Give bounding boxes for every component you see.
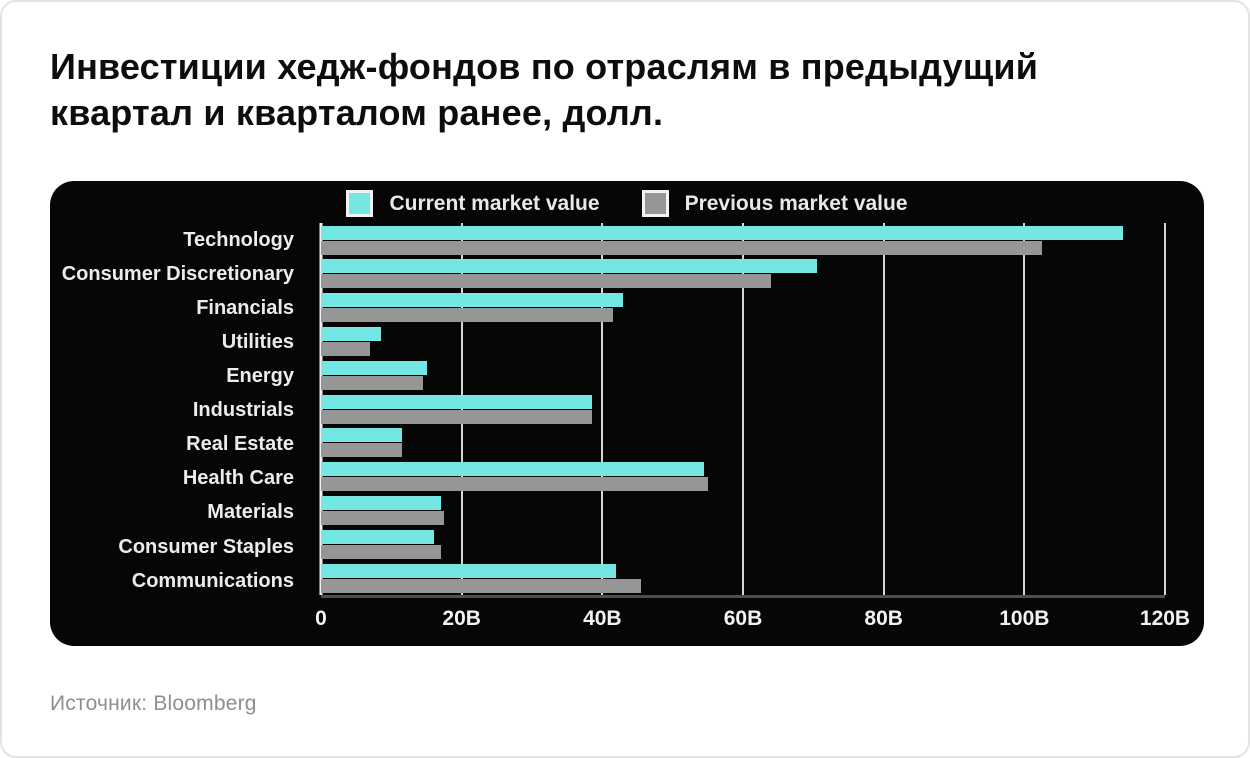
x-tick-label: 80B [864,607,903,631]
bar-current [321,327,381,341]
gridline [882,223,885,596]
gridline [319,223,323,596]
gridline [460,223,463,596]
bar-current [321,394,592,409]
category-label: Utilities [221,330,294,353]
bar-previous [321,342,371,356]
legend-item-previous: Previous market value [641,190,908,218]
x-tick-label: 60B [723,607,763,631]
page-title-line1: Инвестиции хедж-фондов по отраслям в пре… [50,46,1039,87]
bar-row [321,223,1165,257]
category-label: Health Care [182,467,294,490]
bar-current [321,462,705,477]
legend-swatch-previous-icon [641,190,669,218]
bar-previous [321,477,708,492]
bar-previous [321,375,423,390]
category-label: Financials [196,296,294,319]
x-tick-label: 100B [999,607,1050,631]
bar-row [321,291,1165,325]
gridline [1023,223,1026,596]
page-title: Инвестиции хедж-фондов по отраслям в пре… [50,44,1200,136]
bar-current [321,360,427,375]
legend-item-current: Current market value [346,190,600,218]
chart-panel: Current market value Previous market val… [50,181,1204,647]
gridline [1164,223,1166,596]
bar-current [321,259,817,274]
bar-previous [321,409,592,424]
category-labels: Technology Consumer Discretionary Financia… [50,223,308,598]
bar-previous [321,511,445,526]
x-tick-label: 20B [442,607,481,631]
bar-row [321,561,1165,595]
x-tick-label: 40B [583,607,622,631]
bar-previous [321,308,613,323]
category-label: Consumer Discretionary [61,262,294,285]
legend-swatch-current-icon [346,190,374,218]
bar-previous [321,443,402,458]
bar-row [321,325,1165,359]
bar-current [321,496,441,511]
page-title-line2: квартал и кварталом ранее, долл. [50,92,664,134]
category-label: Communications [131,569,294,592]
category-label: Consumer Staples [118,535,294,558]
bar-current [321,293,624,308]
bar-current [321,428,402,443]
plot-area [319,223,1166,599]
bar-row [321,426,1165,460]
category-label: Real Estate [186,433,294,456]
bar-current [321,563,617,578]
chart-legend: Current market value Previous market val… [50,190,1204,218]
bar-row [321,392,1165,426]
bar-row [321,460,1165,494]
bar-previous [321,578,642,593]
category-label: Technology [183,228,294,251]
x-axis-ticks: 0 20B 40B 60B 80B 100B 120B [315,607,1190,639]
legend-label-previous: Previous market value [684,191,908,215]
bar-current [321,225,1123,240]
bar-rows [321,223,1165,595]
x-tick-label: 0 [315,607,327,631]
category-label: Materials [207,501,294,524]
bar-row [321,527,1165,561]
bar-row [321,257,1165,291]
bar-row [321,358,1165,392]
gridline [601,223,604,596]
bar-previous [321,544,441,559]
legend-label-current: Current market value [389,191,600,215]
bar-row [321,494,1165,528]
x-tick-label: 120B [1139,607,1191,631]
bar-previous [321,240,1042,255]
bar-previous [321,274,772,289]
category-label: Energy [226,365,294,388]
source-caption: Источник: Bloomberg [50,692,257,716]
gridline [742,223,744,596]
category-label: Industrials [192,399,294,422]
bar-current [321,529,434,544]
